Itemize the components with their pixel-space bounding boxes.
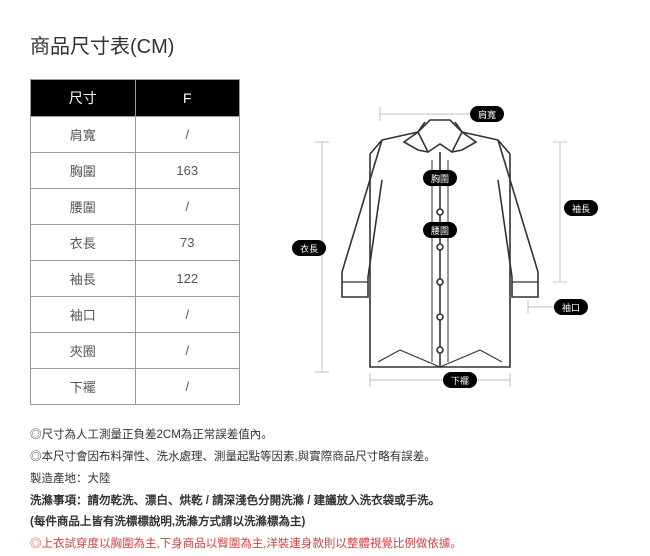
cell-value: / [135,189,240,225]
note-fit: ◎上衣試穿度以胸圍為主,下身商品以臀圍為主,洋裝連身款則以整體視覺比例做依據。 [30,534,620,556]
cell-value: 122 [135,261,240,297]
garment-svg: 肩寬 胸圍 腰圍 衣長 袖長 袖口 下襬 [270,82,610,402]
cell-label: 胸圍 [31,153,136,189]
coat-outline [342,120,538,367]
label-shoulder: 肩寬 [478,109,496,120]
table-row: 袖長122 [31,261,240,297]
table-row: 下襬/ [31,369,240,405]
label-chest: 胸圍 [431,173,449,184]
cell-label: 袖口 [31,297,136,333]
table-header-row: 尺寸 F [31,80,240,117]
cell-value: 163 [135,153,240,189]
content-row: 尺寸 F 肩寬/ 胸圍163 腰圍/ 衣長73 袖長122 袖口/ 夾圈/ 下襬… [30,79,620,405]
note-measurement: ◎尺寸為人工測量正負差2CM為正常誤差值內。 [30,425,620,447]
label-sleeve: 袖長 [572,203,590,214]
note-care-label: (每件商品上皆有洗標標說明,洗滌方式請以洗滌標為主) [30,512,620,534]
cell-value: / [135,333,240,369]
note-origin: 製造產地：大陸 [30,469,620,491]
cell-label: 下襬 [31,369,136,405]
cell-value: / [135,297,240,333]
note-variance: ◎本尺寸會因布料彈性、洗水處理、測量起點等因素,與實際商品尺寸略有誤差。 [30,447,620,469]
table-row: 肩寬/ [31,117,240,153]
cell-label: 腰圍 [31,189,136,225]
cell-label: 袖長 [31,261,136,297]
garment-diagram: 肩寬 胸圍 腰圍 衣長 袖長 袖口 下襬 [260,79,620,405]
note-washing: 洗滌事項：請勿乾洗、漂白、烘乾 / 請深淺色分開洗滌 / 建議放入洗衣袋或手洗。 [30,491,620,513]
size-table: 尺寸 F 肩寬/ 胸圍163 腰圍/ 衣長73 袖長122 袖口/ 夾圈/ 下襬… [30,79,240,405]
cell-label: 肩寬 [31,117,136,153]
th-f: F [135,80,240,117]
th-size: 尺寸 [31,80,136,117]
cell-label: 衣長 [31,225,136,261]
label-length: 衣長 [300,243,318,254]
cell-label: 夾圈 [31,333,136,369]
table-row: 胸圍163 [31,153,240,189]
cell-value: 73 [135,225,240,261]
table-row: 腰圍/ [31,189,240,225]
table-row: 袖口/ [31,297,240,333]
table-row: 夾圈/ [31,333,240,369]
table-row: 衣長73 [31,225,240,261]
label-hem: 下襬 [451,376,469,386]
notes-section: ◎尺寸為人工測量正負差2CM為正常誤差值內。 ◎本尺寸會因布料彈性、洗水處理、測… [30,425,620,556]
diagram-labels: 肩寬 胸圍 腰圍 衣長 袖長 袖口 下襬 [292,106,598,388]
cell-value: / [135,369,240,405]
page-title: 商品尺寸表(CM) [30,30,620,59]
label-cuff: 袖口 [562,302,580,313]
cell-value: / [135,117,240,153]
label-waist: 腰圍 [431,226,449,236]
